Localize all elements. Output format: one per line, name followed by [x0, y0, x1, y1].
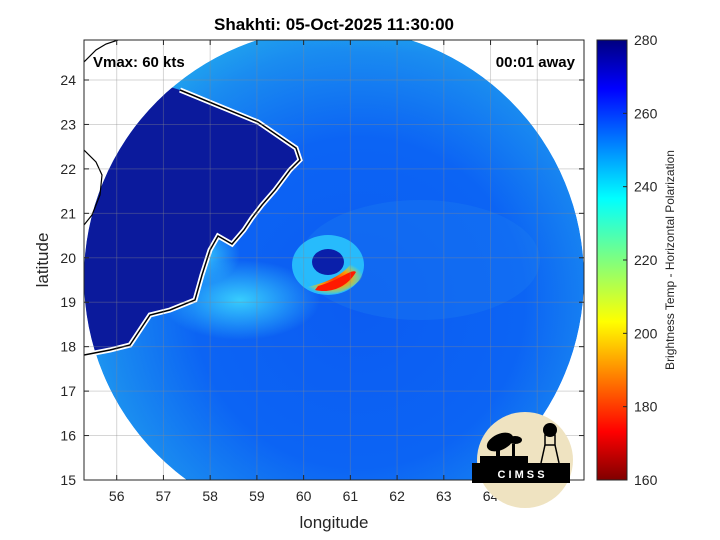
map-layer [84, 40, 584, 480]
x-tick-label: 60 [296, 488, 312, 504]
x-tick-label: 57 [156, 488, 172, 504]
y-axis-label: latitude [33, 233, 52, 288]
y-tick-label: 15 [60, 472, 76, 488]
colorbar-tick-label: 260 [634, 105, 658, 121]
plot-title: Shakhti: 05-Oct-2025 11:30:00 [214, 15, 454, 34]
y-tick-label: 22 [60, 161, 76, 177]
cimss-logo: C I M S S [472, 412, 573, 508]
x-tick-label: 56 [109, 488, 125, 504]
colorbar-tick-label: 200 [634, 325, 658, 341]
y-tick-label: 21 [60, 205, 76, 221]
colorbar [596, 39, 628, 481]
vmax-label: Vmax: 60 kts [93, 54, 185, 71]
colorbar-tick-label: 240 [634, 179, 658, 195]
x-tick-label: 58 [202, 488, 218, 504]
y-tick-label: 20 [60, 250, 76, 266]
outer-coastline [84, 40, 119, 226]
colorbar-tick-label: 160 [634, 472, 658, 488]
axes-frame [83, 39, 585, 481]
time-away-label: 00:01 away [496, 54, 576, 71]
colorbar-ticks: 160 180 200 220 240 260 280 [623, 32, 658, 488]
x-tick-label: 63 [436, 488, 452, 504]
cyclone-eyewall [292, 235, 364, 295]
colorbar-tick-label: 280 [634, 32, 658, 48]
y-tick-label: 16 [60, 428, 76, 444]
colorbar-tick-label: 180 [634, 399, 658, 415]
y-tick-label: 23 [60, 116, 76, 132]
y-axis-ticks: 15 16 17 18 19 20 21 22 23 24 [60, 72, 584, 488]
y-tick-label: 17 [60, 383, 76, 399]
colorbar-tick-label: 220 [634, 252, 658, 268]
y-tick-label: 19 [60, 294, 76, 310]
x-tick-label: 59 [249, 488, 265, 504]
colorbar-label: Brightness Temp - Horizontal Polarizatio… [663, 150, 677, 370]
land-mass [84, 60, 300, 355]
x-axis-label: longitude [299, 513, 368, 532]
x-tick-label: 61 [343, 488, 359, 504]
x-tick-label: 62 [389, 488, 405, 504]
y-tick-label: 24 [60, 72, 76, 88]
microwave-swath [84, 40, 584, 480]
y-tick-label: 18 [60, 339, 76, 355]
grid-lines [84, 40, 584, 481]
cimss-logo-text: C I M S S [497, 469, 544, 481]
